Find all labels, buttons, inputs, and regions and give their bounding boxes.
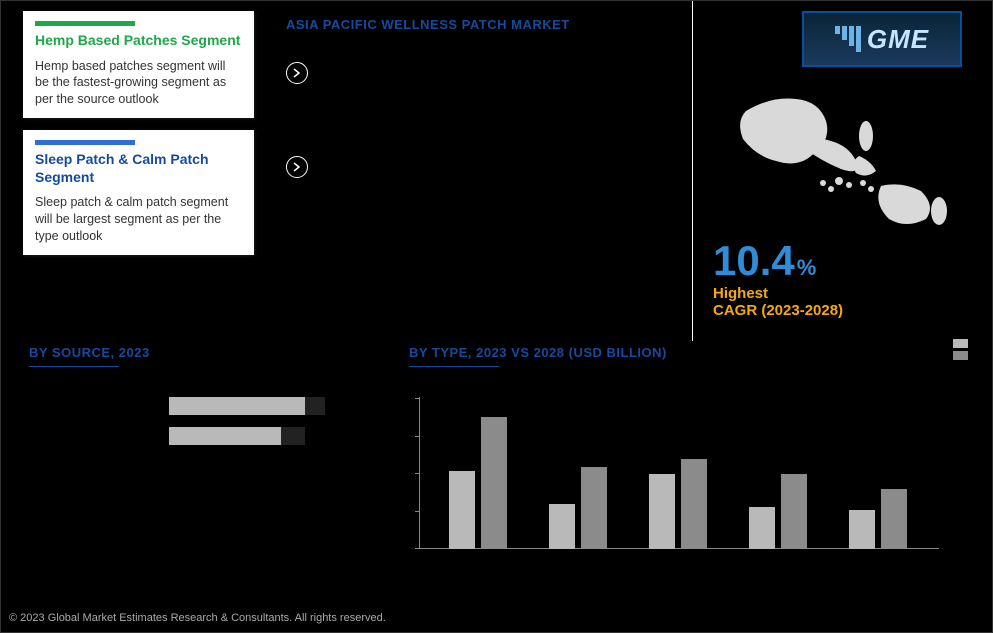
bar [849, 510, 875, 549]
callout-card-hemp: Hemp Based Patches Segment Hemp based pa… [23, 11, 254, 118]
callout-body: Sleep patch & calm patch segment will be… [35, 194, 242, 245]
bar [481, 417, 507, 549]
chart-title: BY TYPE, 2023 VS 2028 (USD BILLION) [409, 345, 972, 360]
cagr-number: 10.4 [713, 237, 795, 285]
accent-bar-green [35, 21, 135, 26]
copyright-text: © 2023 Global Market Estimates Research … [9, 612, 386, 624]
accent-bar-blue [35, 140, 135, 145]
bar [449, 471, 475, 549]
chevron-right-icon [286, 62, 308, 84]
callout-heading: Sleep Patch & Calm Patch Segment [35, 151, 242, 186]
bar [649, 474, 675, 549]
cagr-block: 10.4% Highest CAGR (2023-2028) [713, 237, 978, 319]
bar-group [549, 467, 607, 550]
bar [781, 474, 807, 549]
hbar-container [29, 397, 389, 445]
title-underline [409, 364, 499, 367]
asia-pacific-map-icon [713, 91, 978, 231]
hbar-row [29, 397, 389, 415]
cagr-label-period: CAGR (2023-2028) [713, 302, 978, 319]
y-axis [419, 397, 420, 549]
logo-text: GME [867, 24, 929, 55]
bar-group [449, 417, 507, 549]
logo-bars-icon [835, 26, 861, 52]
bar [881, 489, 907, 549]
source-chart: BY SOURCE, 2023 [29, 345, 409, 591]
callout-column: Hemp Based Patches Segment Hemp based pa… [1, 1, 266, 341]
bar-group [649, 459, 707, 549]
bar [681, 459, 707, 549]
callout-card-sleep: Sleep Patch & Calm Patch Segment Sleep p… [23, 130, 254, 255]
bar [549, 504, 575, 549]
legend-item [953, 351, 972, 360]
infographic-root: Hemp Based Patches Segment Hemp based pa… [1, 1, 992, 632]
bar-group [849, 489, 907, 549]
callout-body: Hemp based patches segment will be the f… [35, 58, 242, 109]
bar-chart-area [419, 397, 939, 577]
gme-logo: GME [802, 11, 962, 67]
type-chart: BY TYPE, 2023 VS 2028 (USD BILLION) [409, 345, 972, 591]
bar-group [749, 474, 807, 549]
bullet-item [286, 154, 682, 178]
hbar-row [29, 427, 389, 445]
center-column: ASIA PACIFIC WELLNESS PATCH MARKET [266, 1, 692, 341]
bar [581, 467, 607, 550]
chevron-right-icon [286, 156, 308, 178]
callout-heading: Hemp Based Patches Segment [35, 32, 242, 50]
page-title: ASIA PACIFIC WELLNESS PATCH MARKET [286, 17, 682, 32]
title-underline [29, 364, 119, 367]
right-column: GME [692, 1, 992, 341]
chart-legend [953, 339, 972, 363]
bar [749, 507, 775, 549]
legend-item [953, 339, 972, 348]
percent-sign: % [797, 255, 817, 281]
chart-title: BY SOURCE, 2023 [29, 345, 389, 360]
cagr-value: 10.4% [713, 237, 816, 285]
cagr-label-highest: Highest [713, 285, 978, 302]
top-section: Hemp Based Patches Segment Hemp based pa… [1, 1, 992, 341]
charts-section: BY SOURCE, 2023 BY TYPE, 2023 VS 2028 (U… [1, 341, 992, 591]
bullet-item [286, 60, 682, 84]
